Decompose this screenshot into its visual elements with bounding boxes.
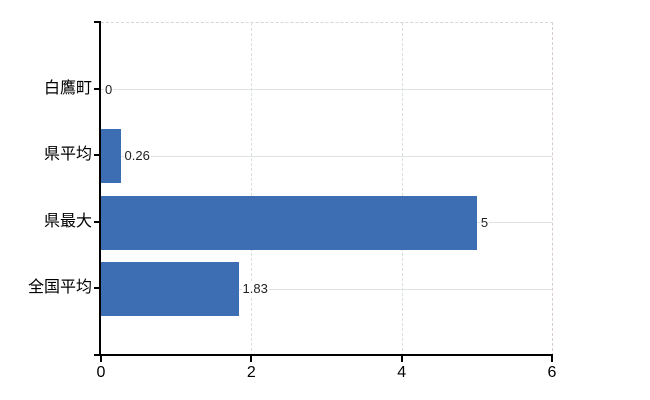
x-axis-tick (250, 356, 253, 362)
category-label: 県平均 (43, 146, 92, 164)
x-axis-tick-label: 0 (96, 364, 106, 381)
bar-value-label: 0.26 (123, 148, 151, 164)
x-axis (94, 354, 553, 356)
category-label: 県最大 (43, 213, 92, 230)
bar (101, 195, 477, 250)
bar-value-label: 0 (104, 81, 114, 97)
x-axis-tick (100, 356, 102, 362)
vertical-gridline (251, 23, 253, 356)
y-axis-tick (94, 287, 101, 290)
category-label: 全国平均 (27, 279, 92, 297)
x-axis-tick-label: 2 (246, 364, 256, 381)
horizontal-gridline (101, 89, 552, 91)
vertical-gridline (401, 23, 403, 356)
category-label: 白鷹町 (43, 79, 92, 97)
bar (101, 262, 239, 317)
y-axis (99, 22, 101, 355)
bar (101, 129, 121, 184)
y-axis-tick (94, 87, 101, 90)
y-axis-end-tick (94, 21, 101, 23)
plot-area: 0 0.26 5 1.83 (101, 22, 553, 356)
y-axis-tick (94, 220, 101, 223)
bar-value-label: 5 (479, 214, 490, 230)
x-axis-tick (400, 356, 403, 362)
x-axis-tick-label: 4 (397, 364, 407, 381)
horizontal-gridline (101, 288, 552, 290)
x-axis-tick-label: 6 (547, 364, 557, 381)
x-axis-tick (551, 356, 553, 362)
bar-value-label: 1.83 (241, 281, 269, 297)
horizontal-gridline (101, 155, 552, 157)
y-axis-tick (94, 154, 101, 157)
